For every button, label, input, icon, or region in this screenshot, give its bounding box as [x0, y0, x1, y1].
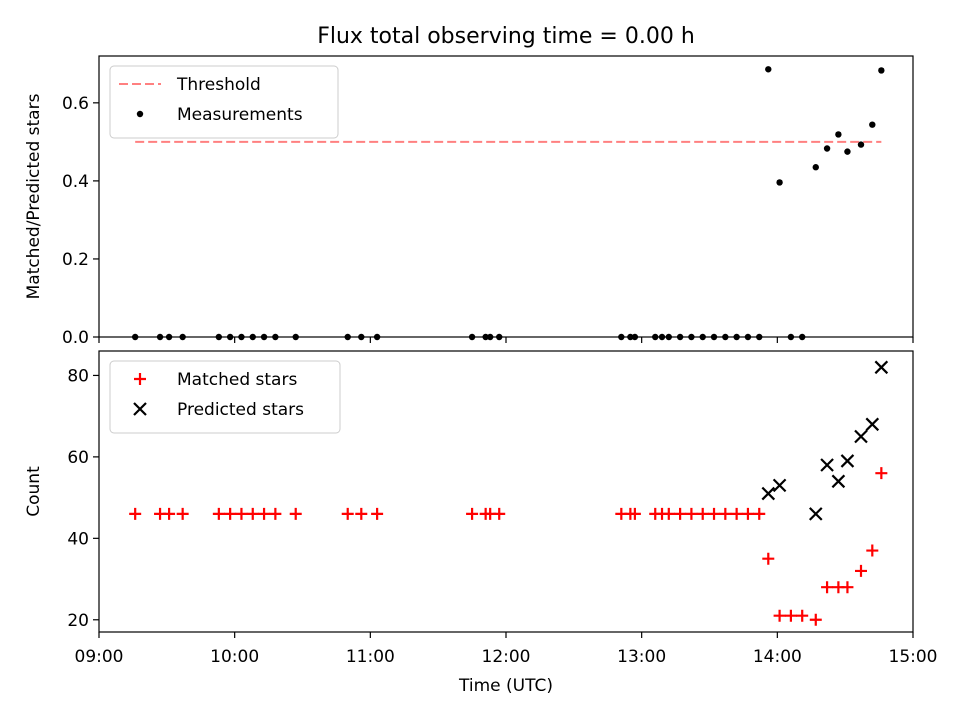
matched-star-point — [741, 507, 754, 520]
predicted-star-point — [840, 454, 855, 468]
matched-star-point — [493, 507, 506, 520]
matched-star-point — [355, 507, 368, 520]
matched-star-point — [289, 507, 302, 520]
predicted-star-point — [865, 417, 880, 432]
axes-frame — [98, 350, 914, 633]
matched-star-point — [866, 544, 879, 557]
y-tick-label: 80 — [67, 366, 89, 386]
matched-star-point — [784, 609, 797, 622]
legend-measurement-marker — [136, 110, 144, 118]
legend-matched-marker — [134, 373, 146, 385]
y-tick-label: 0.4 — [62, 172, 89, 192]
matched-star-point — [773, 609, 786, 622]
legend-label: Threshold — [176, 75, 261, 95]
matched-star-point — [730, 507, 743, 520]
predicted-star-point — [831, 474, 846, 489]
y-tick-label: 40 — [67, 529, 89, 549]
predicted-star-point — [772, 478, 787, 493]
matched-star-point — [246, 507, 259, 520]
legend-label: Measurements — [177, 105, 303, 125]
matched-star-point — [719, 507, 732, 520]
x-tick-label: 14:00 — [753, 647, 802, 667]
matched-star-point — [371, 507, 384, 520]
matched-star-point — [875, 467, 888, 480]
matched-star-point — [821, 581, 834, 594]
measurement-point — [844, 148, 851, 155]
legend-label: Matched stars — [177, 370, 297, 390]
measurement-point — [823, 145, 831, 152]
matched-star-point — [854, 564, 867, 577]
matched-star-point — [628, 507, 641, 520]
matched-star-point — [129, 507, 142, 520]
y-axis-label: Matched/Predicted stars — [24, 93, 44, 299]
ratio-panel: 0.0 0.2 0.4 0.6 Matched/Predicted stars Thres… — [24, 55, 914, 348]
measurement-point — [878, 67, 885, 74]
matched-star-point — [466, 507, 479, 520]
matched-star-point — [235, 507, 248, 520]
x-tick-label: 13:00 — [617, 647, 666, 667]
y-tick-label: 60 — [67, 448, 89, 468]
y-tick-label: 0.0 — [62, 328, 89, 348]
x-tick-label: 11:00 — [346, 647, 395, 667]
figure-title: Flux total observing time = 0.00 h — [317, 24, 695, 49]
y-axis-label: Count — [24, 466, 44, 517]
predicted-star-point — [874, 360, 889, 375]
predicted-star-point — [854, 429, 868, 444]
measurement-point — [835, 131, 842, 138]
legend-label: Predicted stars — [177, 400, 304, 420]
legend: Threshold Measurements — [109, 65, 339, 139]
matched-star-point — [269, 507, 282, 520]
matched-star-point — [796, 609, 809, 622]
legend-box — [109, 65, 339, 139]
predicted-star-point — [761, 486, 776, 501]
matched-star-point — [696, 507, 709, 520]
matched-star-point — [685, 507, 698, 520]
predicted-star-point — [808, 507, 823, 521]
matched-star-point — [224, 507, 237, 520]
x-tick-label: 10:00 — [210, 647, 259, 667]
matched-star-point — [674, 507, 687, 520]
matched-star-point — [163, 507, 176, 520]
legend: Matched stars Predicted stars — [109, 360, 341, 434]
y-tick-label: 0.6 — [62, 94, 89, 114]
axes-frame — [98, 55, 914, 338]
matched-star-point — [762, 552, 775, 565]
matched-star-point — [809, 613, 822, 626]
count-panel: 20 40 60 80 09:00 10:00 11:00 12:00 13:00 14:00 15… — [24, 350, 938, 696]
legend-box — [109, 360, 341, 434]
matched-star-point — [341, 507, 354, 520]
y-tick-label: 0.2 — [62, 250, 89, 270]
matched-star-point — [176, 507, 189, 520]
matched-star-point — [753, 507, 766, 520]
x-tick-label: 09:00 — [75, 647, 124, 667]
x-axis-label: Time (UTC) — [458, 676, 553, 696]
matched-star-point — [258, 507, 271, 520]
matched-star-point — [708, 507, 721, 520]
matched-star-point — [212, 507, 225, 520]
y-tick-label: 20 — [67, 611, 89, 631]
x-tick-label: 12:00 — [482, 647, 531, 667]
legend-predicted-marker — [133, 402, 147, 416]
measurement-point — [857, 141, 865, 148]
measurement-point — [765, 66, 772, 73]
measurement-point — [776, 179, 783, 186]
matched-star-point — [841, 581, 854, 594]
measurement-point — [812, 164, 819, 171]
matched-star-point — [662, 507, 675, 520]
measurement-point — [869, 121, 876, 128]
x-tick-label: 15:00 — [889, 647, 938, 667]
predicted-star-point — [820, 458, 834, 472]
